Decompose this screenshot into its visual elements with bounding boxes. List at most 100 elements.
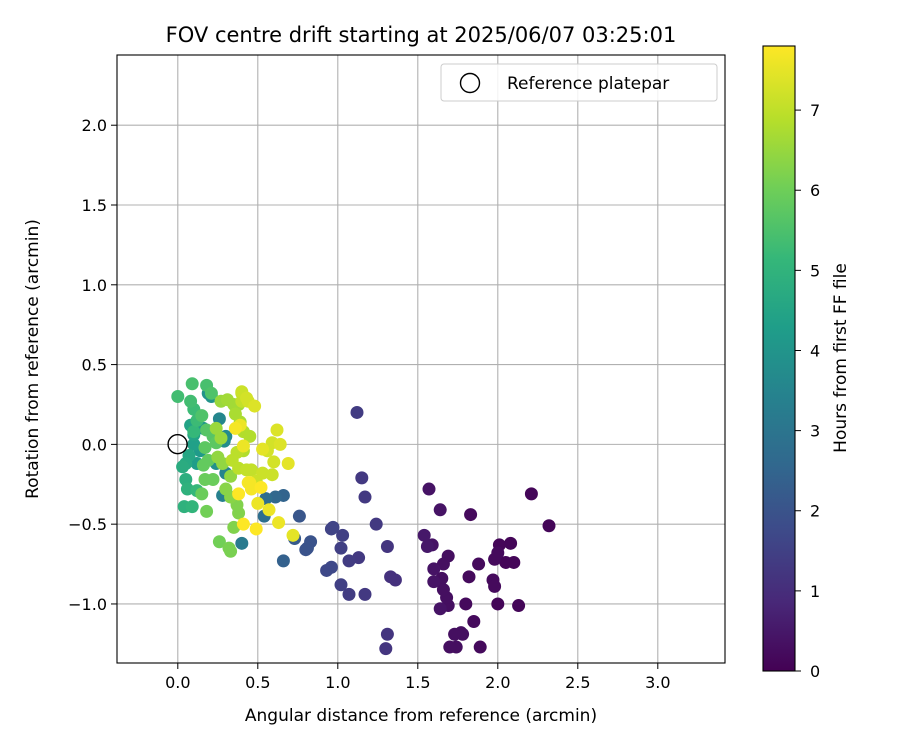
data-point	[417, 528, 431, 542]
data-point	[436, 583, 450, 597]
x-axis-ticks: 0.0 0.5 1.0 1.5 2.0 2.5 3.0	[165, 663, 671, 692]
y-tick-label: 1.0	[82, 276, 107, 295]
data-point	[209, 421, 223, 435]
y-tick-label: 0.5	[82, 356, 107, 375]
x-tick-label: 0.5	[245, 673, 270, 692]
data-point	[299, 543, 313, 557]
data-point	[448, 627, 462, 641]
data-point	[184, 394, 198, 408]
colorbar-tick-label: 6	[810, 181, 820, 200]
data-point	[212, 535, 226, 549]
legend-entry-reference-platepar: Reference platepar	[507, 74, 669, 94]
y-tick-label: 0.0	[82, 435, 107, 454]
grid-lines	[117, 55, 725, 663]
data-point	[236, 517, 250, 531]
data-point	[196, 458, 210, 472]
colorbar: 0 1 2 3 4 5 6 7 Hours from first FF file	[762, 45, 851, 681]
data-point	[176, 460, 190, 474]
data-point	[436, 557, 450, 571]
data-point	[358, 490, 372, 504]
data-point	[200, 504, 214, 518]
data-point	[248, 399, 262, 413]
data-point	[211, 450, 225, 464]
data-point	[273, 437, 287, 451]
data-point	[267, 455, 281, 469]
data-point	[265, 468, 279, 482]
data-point	[320, 563, 334, 577]
data-point	[459, 597, 473, 611]
colorbar-tick-label: 3	[810, 422, 820, 441]
y-tick-label: −1.0	[68, 595, 107, 614]
data-point	[251, 496, 265, 510]
data-point	[342, 587, 356, 601]
data-point	[433, 602, 447, 616]
data-point	[488, 552, 502, 566]
data-point	[350, 405, 364, 419]
x-tick-label: 2.5	[565, 673, 590, 692]
data-point	[286, 528, 300, 542]
data-point	[542, 519, 556, 533]
data-point	[219, 482, 233, 496]
data-point	[427, 575, 441, 589]
data-point	[241, 476, 255, 490]
data-points	[171, 377, 556, 656]
data-point	[224, 469, 238, 483]
y-tick-label: −0.5	[68, 515, 107, 534]
data-point	[433, 503, 447, 517]
data-point	[198, 441, 212, 455]
colorbar-tick-label: 1	[810, 582, 820, 601]
y-tick-label: 1.5	[82, 196, 107, 215]
data-point	[214, 431, 228, 445]
data-point	[235, 536, 249, 550]
data-point	[464, 508, 478, 522]
data-point	[355, 471, 369, 485]
colorbar-tick-label: 7	[810, 101, 820, 120]
data-point	[336, 528, 350, 542]
data-point	[256, 442, 270, 456]
data-point	[369, 517, 383, 531]
colorbar-gradient	[762, 45, 796, 672]
y-axis-ticks: −1.0 −0.5 0.0 0.5 1.0 1.5 2.0	[68, 116, 117, 614]
data-point	[504, 536, 518, 550]
data-point	[206, 472, 220, 486]
data-point	[342, 554, 356, 568]
data-point	[276, 554, 290, 568]
data-point	[462, 570, 476, 584]
data-point	[488, 579, 502, 593]
data-point	[228, 421, 242, 435]
data-point	[384, 570, 398, 584]
data-point	[232, 487, 246, 501]
data-point	[281, 457, 295, 471]
data-point	[422, 482, 436, 496]
data-point	[240, 391, 254, 405]
data-point	[379, 642, 393, 656]
legend-marker-icon	[459, 72, 481, 94]
data-point	[256, 466, 270, 480]
data-point	[499, 555, 513, 569]
plot-frame	[116, 54, 726, 664]
data-point	[224, 544, 238, 558]
colorbar-tick-label: 2	[810, 502, 820, 521]
y-axis-label: Rotation from reference (arcmin)	[23, 219, 43, 499]
x-tick-label: 2.0	[485, 673, 510, 692]
data-point	[334, 578, 348, 592]
data-point	[187, 425, 201, 439]
data-point	[292, 509, 306, 523]
data-point	[358, 587, 372, 601]
x-tick-label: 1.5	[405, 673, 430, 692]
data-point	[420, 540, 434, 554]
data-point	[334, 541, 348, 555]
data-point	[380, 627, 394, 641]
x-tick-label: 0.0	[165, 673, 190, 692]
data-point	[254, 480, 268, 494]
colorbar-tick-label: 0	[810, 662, 820, 681]
data-point	[268, 490, 282, 504]
data-point	[512, 599, 526, 613]
data-point	[524, 487, 538, 501]
data-point	[472, 557, 486, 571]
colorbar-ticks: 0 1 2 3 4 5 6 7	[795, 101, 820, 681]
colorbar-tick-label: 5	[810, 261, 820, 280]
data-point	[171, 390, 185, 404]
data-point	[443, 640, 457, 654]
